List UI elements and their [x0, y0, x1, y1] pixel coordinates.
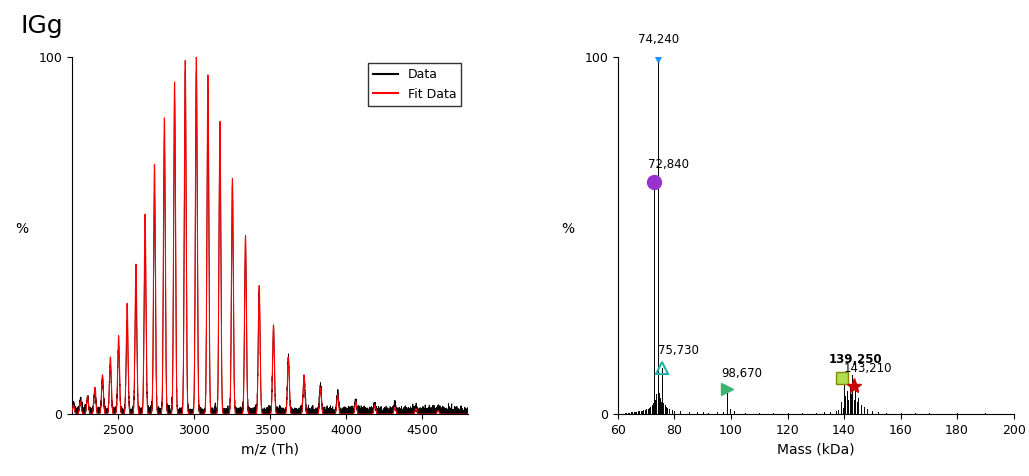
Legend: Data, Fit Data: Data, Fit Data	[367, 63, 461, 106]
Text: 72,840: 72,840	[648, 159, 689, 171]
Text: 75,730: 75,730	[659, 344, 699, 357]
Text: 139,250: 139,250	[828, 353, 882, 366]
Text: 143,210: 143,210	[844, 362, 892, 375]
Text: IGg: IGg	[21, 14, 63, 38]
X-axis label: m/z (Th): m/z (Th)	[241, 442, 298, 456]
Text: 74,240: 74,240	[638, 33, 679, 46]
Text: 98,670: 98,670	[721, 367, 762, 380]
Y-axis label: %: %	[561, 222, 574, 236]
X-axis label: Mass (kDa): Mass (kDa)	[777, 442, 854, 456]
Y-axis label: %: %	[15, 222, 29, 236]
